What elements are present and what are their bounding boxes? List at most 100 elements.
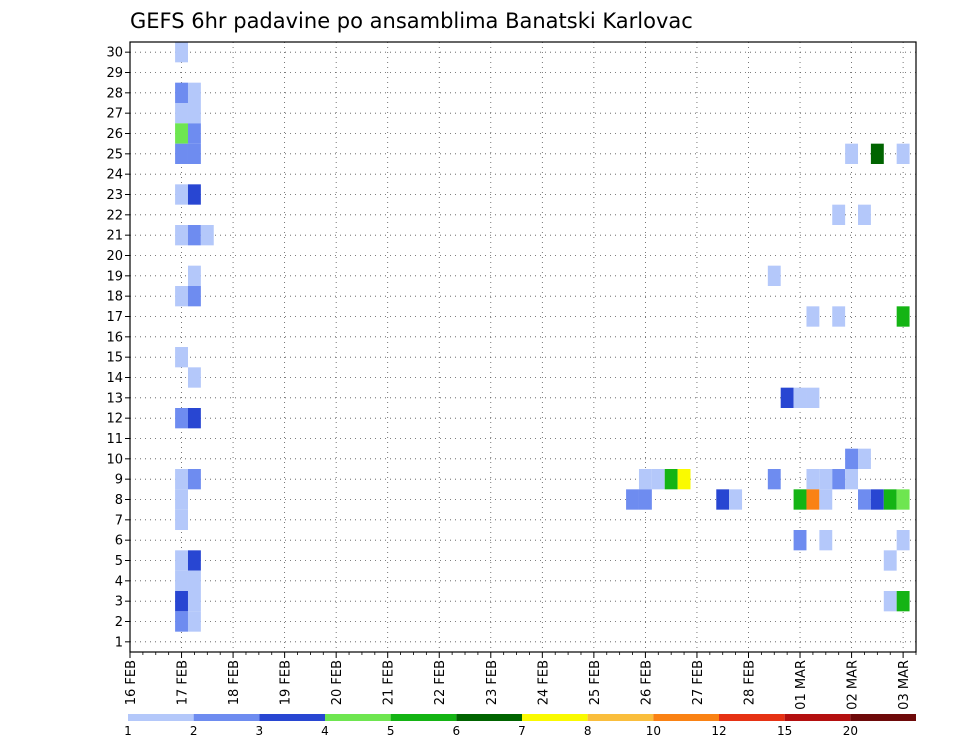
precip-cell [883, 550, 897, 571]
precip-cell [175, 82, 188, 103]
precip-cell [806, 489, 820, 510]
precip-cell [187, 591, 201, 612]
colorbar-label: 2 [190, 724, 198, 738]
precip-cell [845, 143, 859, 164]
precip-cell [175, 347, 188, 368]
cells-layer [175, 42, 910, 632]
precip-cell [175, 489, 188, 510]
y-tick-label: 24 [106, 168, 123, 183]
x-tick-label: 27 FEB [691, 660, 706, 705]
y-tick-label: 19 [106, 269, 123, 284]
precip-cell [175, 103, 188, 124]
y-tick-label: 6 [115, 534, 123, 549]
x-tick-label: 26 FEB [639, 660, 654, 705]
colorbar-swatch [259, 714, 325, 721]
precip-cell [793, 530, 807, 551]
colorbar-label: 3 [256, 724, 264, 738]
y-tick-label: 23 [106, 188, 123, 203]
y-tick-label: 10 [106, 452, 123, 467]
colorbar-swatch [325, 714, 391, 721]
y-tick-label: 21 [106, 229, 123, 244]
precip-cell [187, 123, 201, 144]
colorbar-label: 5 [387, 724, 395, 738]
colorbar-label: 20 [843, 724, 858, 738]
precip-cell [187, 469, 201, 490]
colorbar-label: 4 [321, 724, 329, 738]
precip-cell [896, 306, 910, 327]
precip-cell [187, 570, 201, 591]
precip-cell [175, 408, 188, 429]
precip-cell [806, 387, 820, 408]
precip-cell [187, 82, 201, 103]
y-tick-label: 27 [106, 107, 123, 122]
x-tick-label: 20 FEB [330, 660, 345, 705]
precip-cell [716, 489, 730, 510]
grid-layer [130, 42, 916, 652]
precip-cell [175, 591, 188, 612]
precip-cell [832, 306, 846, 327]
precip-cell [845, 469, 859, 490]
y-tick-label: 14 [106, 371, 123, 386]
colorbar-swatch [719, 714, 785, 721]
precip-cell [187, 103, 201, 124]
precip-cell [187, 611, 201, 632]
colorbar-swatch [784, 714, 851, 721]
precip-cell [883, 489, 897, 510]
y-tick-label: 29 [106, 66, 123, 81]
precip-cell [767, 265, 781, 286]
y-tick-label: 3 [115, 595, 123, 610]
precip-cell [780, 387, 794, 408]
y-tick-label: 11 [106, 432, 123, 447]
colorbar-label: 10 [646, 724, 661, 738]
x-tick-label: 21 FEB [382, 660, 397, 705]
colorbar-label: 7 [518, 724, 526, 738]
precip-cell [819, 530, 833, 551]
x-tick-label: 02 MAR [846, 660, 861, 710]
x-tick-label: 25 FEB [588, 660, 603, 705]
y-tick-label: 5 [115, 554, 123, 569]
y-tick-label: 2 [115, 615, 123, 630]
colorbar-label: 6 [453, 724, 461, 738]
x-tick-label: 17 FEB [176, 660, 191, 705]
precip-cell [819, 489, 833, 510]
x-tick-label: 16 FEB [124, 660, 139, 705]
x-tick-label: 24 FEB [536, 660, 551, 705]
precip-cell [793, 489, 807, 510]
y-tick-label: 28 [106, 86, 123, 101]
precip-cell [175, 550, 188, 571]
precip-cell [175, 143, 188, 164]
colorbar-swatch [850, 714, 916, 721]
precip-cell [626, 489, 639, 510]
x-tick-label: 28 FEB [742, 660, 757, 705]
colorbar-swatch [128, 714, 194, 721]
y-tick-label: 26 [106, 127, 123, 142]
precip-cell [175, 469, 188, 490]
precip-cell [819, 469, 833, 490]
precip-cell [175, 225, 188, 246]
precip-cell [896, 489, 910, 510]
precip-cell [767, 469, 781, 490]
y-tick-label: 7 [115, 513, 123, 528]
x-tick-label: 18 FEB [227, 660, 242, 705]
precip-cell [858, 489, 871, 510]
precip-cell [175, 184, 188, 205]
precip-cell [729, 489, 743, 510]
y-tick-label: 9 [115, 473, 123, 488]
precip-cell [187, 143, 201, 164]
colorbar: 1 2 3 4 5 6 7 8 10 12 15 20 [124, 714, 916, 738]
colorbar-label: 8 [584, 724, 592, 738]
precip-cell [638, 489, 652, 510]
precip-cell [806, 469, 820, 490]
precip-cell [175, 509, 188, 530]
colorbar-label: 12 [711, 724, 726, 738]
precip-cell [175, 42, 188, 63]
precip-cell [858, 448, 871, 469]
y-tick-label: 17 [106, 310, 123, 325]
y-tick-label: 18 [106, 290, 123, 305]
precip-cell [187, 550, 201, 571]
precip-cell [883, 591, 897, 612]
x-tick-label: 23 FEB [485, 660, 500, 705]
colorbar-swatch [390, 714, 457, 721]
